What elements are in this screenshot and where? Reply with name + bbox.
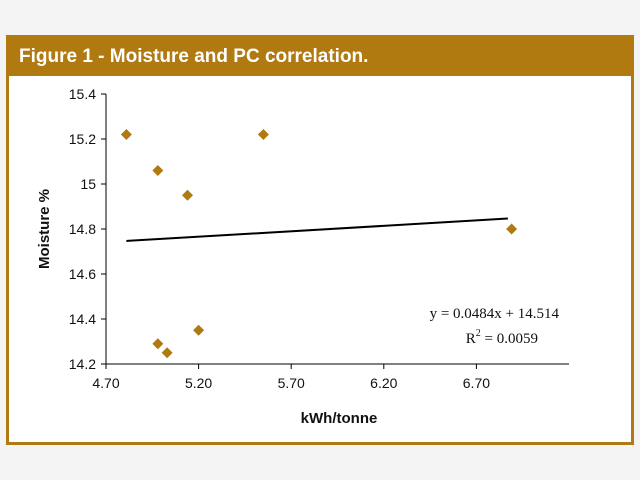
trendline-equation: y = 0.0484x + 14.514	[430, 306, 560, 322]
r-squared-prefix: R	[466, 331, 476, 347]
data-point	[181, 189, 193, 201]
y-tick-label: 14.8	[69, 221, 96, 237]
x-tick-label: 6.20	[370, 375, 397, 391]
y-tick-label: 15.4	[69, 86, 96, 102]
y-tick-label: 15.2	[69, 131, 96, 147]
chart-marks	[120, 129, 518, 359]
data-point	[257, 129, 269, 140]
r-squared-value: = 0.0059	[481, 331, 538, 347]
y-tick-label: 14.6	[69, 266, 96, 282]
data-point	[506, 223, 518, 235]
data-point	[161, 347, 173, 359]
trendline	[126, 217, 508, 242]
x-axis-title: kWh/tonne	[301, 410, 378, 427]
data-point	[120, 129, 132, 140]
data-point	[193, 324, 205, 336]
r-squared-superscript: 2	[476, 328, 481, 339]
trendline-r-squared: R2 = 0.0059	[466, 328, 538, 347]
y-axis-title: Moisture %	[36, 189, 53, 269]
data-point	[152, 165, 164, 176]
figure-frame: Figure 1 - Moisture and PC correlation.	[6, 35, 634, 445]
x-tick-label: 5.20	[185, 375, 212, 391]
y-tick-label: 15	[80, 176, 96, 192]
x-tick-label: 6.70	[463, 375, 490, 391]
y-tick-label: 14.2	[69, 356, 96, 372]
data-point	[152, 338, 164, 350]
x-tick-label: 5.70	[278, 375, 305, 391]
figure-title: Figure 1 - Moisture and PC correlation.	[9, 38, 631, 76]
chart-axes: 14.2 14.4 14.6 14.8 15 15.2 15.4 4.70 5.20 5.70 6.…	[69, 86, 569, 391]
x-tick-label: 4.70	[92, 375, 119, 391]
y-tick-label: 14.4	[69, 311, 96, 327]
